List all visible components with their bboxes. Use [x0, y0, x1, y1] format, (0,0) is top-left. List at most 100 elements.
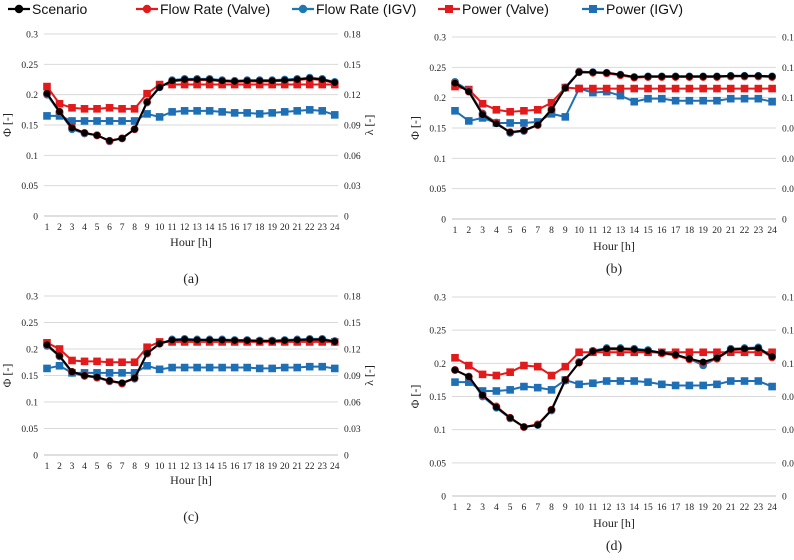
data-point-power_igv: [492, 387, 501, 395]
data-point-scenario: [306, 74, 314, 82]
chart-panel-0: 0 0 0.05 0.03 0.1 0.06 0.15 0.09 0.2 0.12 0.25 0.15…: [0, 31, 376, 288]
gridlines: [452, 296, 776, 497]
data-point-power_igv: [658, 380, 666, 389]
y-right-tick-label: 0.09: [782, 125, 794, 135]
x-tick-label: 19: [698, 503, 708, 513]
data-point-power_valve: [520, 361, 528, 370]
x-tick-label: 24: [330, 462, 340, 472]
legend: Scenario Flow Rate (Valve) Flow Rate (IGV)…: [8, 1, 683, 17]
y-left-tick-label: 0.05: [21, 425, 38, 435]
data-point-scenario: [281, 76, 289, 84]
data-point-power_igv: [130, 117, 139, 125]
data-point-power_valve: [478, 99, 487, 108]
legend-label-scenario: Scenario: [32, 1, 87, 17]
y-left-tick-label: 0: [33, 452, 38, 462]
data-point-power_igv: [754, 377, 763, 385]
data-point-power_igv: [699, 96, 707, 105]
y-left-tick-label: 0.25: [429, 327, 446, 337]
data-point-power_valve: [671, 84, 680, 93]
data-point-power_igv: [118, 117, 126, 125]
x-tick-label: 8: [132, 462, 137, 472]
data-point-power_igv: [768, 382, 776, 391]
y-left-tick-label: 0.3: [434, 294, 446, 304]
data-point-scenario: [713, 73, 721, 80]
x-tick-label: 13: [192, 223, 202, 233]
x-tick-label: 20: [280, 223, 290, 233]
x-tick-label: 4: [494, 226, 499, 236]
y-left-tick-label: 0.2: [434, 360, 446, 370]
data-point-power_igv: [671, 96, 680, 105]
x-tick-label: 5: [95, 223, 100, 233]
data-point-scenario: [56, 108, 63, 116]
data-point-power_valve: [547, 98, 556, 107]
data-point-scenario: [281, 337, 289, 344]
data-point-scenario: [268, 337, 276, 345]
data-point-power_igv: [243, 363, 251, 372]
series-scenario: [43, 74, 339, 145]
data-point-scenario: [575, 359, 583, 367]
gridlines: [44, 33, 338, 217]
data-point-power_valve: [575, 348, 583, 357]
panel-label: (a): [183, 272, 199, 287]
data-point-power_igv: [268, 109, 276, 117]
x-tick-label: 12: [602, 503, 612, 513]
data-point-scenario: [617, 71, 624, 79]
y-right-tick-label: 0.12: [782, 360, 794, 370]
y-left-tick-label: 0.1: [26, 399, 38, 409]
data-point-scenario: [181, 76, 189, 83]
data-point-power_igv: [685, 381, 694, 390]
x-tick-label: 4: [494, 503, 499, 513]
data-point-power_igv: [68, 117, 76, 125]
x-tick-label: 15: [217, 462, 227, 472]
x-tick-label: 1: [45, 223, 50, 233]
x-tick-label: 19: [267, 462, 277, 472]
data-point-power_valve: [644, 84, 652, 93]
data-point-power_igv: [218, 108, 226, 116]
data-point-power_valve: [520, 107, 528, 115]
x-tick-label: 19: [267, 223, 277, 233]
legend-label-power_igv: Power (IGV): [606, 1, 683, 17]
x-tick-label: 13: [616, 503, 626, 513]
x-tick-label: 22: [740, 503, 750, 513]
data-point-power_igv: [713, 380, 721, 389]
x-tick-label: 23: [754, 226, 764, 236]
x-tick-label: 11: [588, 503, 597, 513]
data-point-power_igv: [143, 110, 151, 118]
data-point-scenario: [754, 344, 762, 352]
x-tick-label: 8: [132, 223, 137, 233]
legend-item-scenario: Scenario: [8, 1, 87, 17]
data-point-scenario: [243, 77, 251, 85]
x-tick-label: 10: [155, 223, 165, 233]
data-point-scenario: [713, 354, 721, 362]
data-point-power_igv: [143, 361, 151, 370]
data-point-power_valve: [547, 371, 556, 380]
data-point-power_igv: [740, 377, 749, 385]
data-point-power_valve: [451, 354, 459, 362]
data-point-scenario: [56, 352, 63, 360]
legend-label-flow_igv: Flow Rate (IGV): [316, 1, 416, 17]
data-point-scenario: [293, 336, 301, 344]
series-line-power_valve: [454, 351, 773, 377]
data-point-power_valve: [726, 84, 735, 93]
y-right-tick-label: 0: [344, 213, 349, 223]
data-point-scenario: [741, 72, 748, 80]
data-point-power_valve: [105, 104, 114, 112]
data-point-power_igv: [589, 379, 597, 388]
data-point-scenario: [534, 421, 542, 429]
x-tick-label: 6: [522, 503, 527, 513]
data-point-power_valve: [616, 84, 625, 93]
data-point-scenario: [479, 391, 486, 399]
y-right-tick-label: 0: [344, 452, 349, 462]
data-point-power_valve: [193, 80, 201, 89]
data-point-power_valve: [118, 358, 126, 367]
y-left-tick-label: 0: [441, 493, 446, 503]
y-right-tick-label: 0.12: [782, 94, 794, 104]
data-point-scenario: [218, 336, 226, 344]
data-point-power_igv: [451, 107, 459, 115]
legend-item-flow_igv: Flow Rate (IGV): [292, 1, 416, 17]
data-point-scenario: [520, 127, 528, 134]
data-point-power_igv: [280, 363, 289, 372]
x-tick-label: 7: [535, 226, 540, 236]
legend-label-power_valve: Power (Valve): [462, 1, 549, 17]
x-tick-label: 7: [120, 223, 125, 233]
